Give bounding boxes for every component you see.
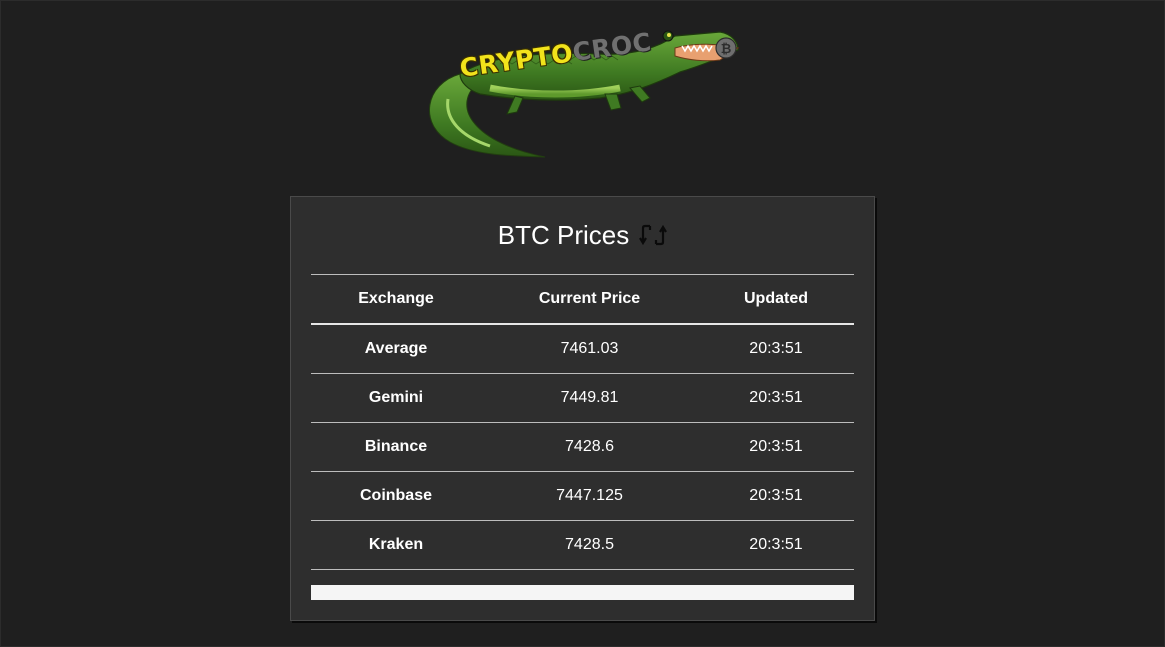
- table-header: Exchange Current Price Updated: [311, 274, 854, 325]
- updated-cell: 20:3:51: [698, 422, 854, 472]
- prices-table: Exchange Current Price Updated Average 7…: [311, 274, 854, 570]
- prices-card: BTC Prices Exchange Current Price Update…: [290, 196, 875, 621]
- table-body: Average 7461.03 20:3:51 Gemini 7449.81 2…: [311, 324, 854, 570]
- exchange-cell: Average: [311, 324, 481, 374]
- cryptocroc-logo: ₿ CRYPTOCROC: [420, 24, 750, 160]
- svg-text:₿: ₿: [721, 42, 732, 57]
- table-row: Coinbase 7447.125 20:3:51: [311, 471, 854, 521]
- updated-cell: 20:3:51: [698, 373, 854, 423]
- refresh-icon[interactable]: [639, 221, 668, 249]
- exchange-cell: Kraken: [311, 520, 481, 570]
- exchange-cell: Binance: [311, 422, 481, 472]
- table-header-row: Exchange Current Price Updated: [311, 274, 854, 325]
- column-header-exchange: Exchange: [311, 274, 481, 325]
- card-title: BTC Prices: [497, 220, 630, 250]
- table-row: Kraken 7428.5 20:3:51: [311, 520, 854, 570]
- column-header-price: Current Price: [481, 274, 698, 325]
- crocodile-illustration: ₿: [429, 30, 740, 158]
- price-cell: 7447.125: [481, 471, 698, 521]
- updated-cell: 20:3:51: [698, 471, 854, 521]
- exchange-cell: Gemini: [311, 373, 481, 423]
- card-header: BTC Prices: [291, 219, 874, 251]
- table-row: Average 7461.03 20:3:51: [311, 324, 854, 374]
- price-cell: 7461.03: [481, 324, 698, 374]
- price-cell: 7428.6: [481, 422, 698, 472]
- table-row: Binance 7428.6 20:3:51: [311, 422, 854, 472]
- bottom-bar: [311, 585, 854, 600]
- updated-cell: 20:3:51: [698, 324, 854, 374]
- price-cell: 7449.81: [481, 373, 698, 423]
- price-cell: 7428.5: [481, 520, 698, 570]
- table-row: Gemini 7449.81 20:3:51: [311, 373, 854, 423]
- column-header-updated: Updated: [698, 274, 854, 325]
- exchange-cell: Coinbase: [311, 471, 481, 521]
- updated-cell: 20:3:51: [698, 520, 854, 570]
